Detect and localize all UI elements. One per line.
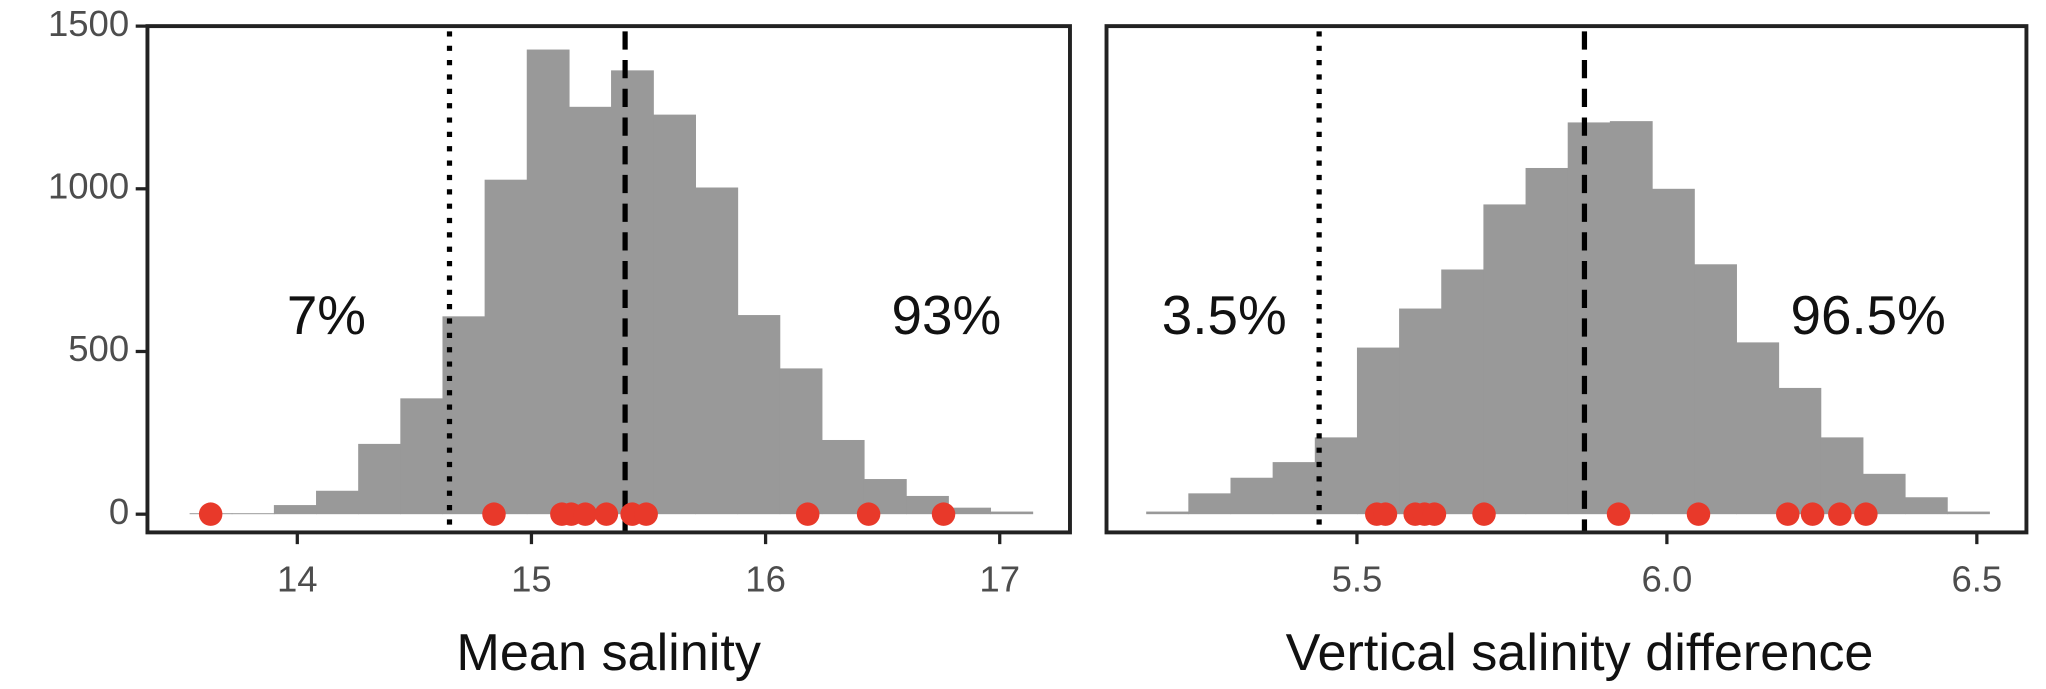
- x-tick-label: 17: [979, 559, 1020, 600]
- histogram-bar: [1272, 462, 1316, 515]
- histogram-bar: [1567, 122, 1611, 515]
- histogram-bar: [695, 187, 739, 515]
- histogram-bar: [1736, 342, 1780, 515]
- data-point: [634, 502, 658, 526]
- data-point: [931, 502, 956, 526]
- histogram-bar: [1441, 269, 1485, 515]
- x-axis-title: Vertical salinity difference: [1286, 624, 1874, 682]
- histogram-bar: [568, 106, 612, 515]
- data-point: [1800, 502, 1825, 526]
- data-point: [198, 502, 223, 526]
- x-tick-label: 16: [745, 559, 786, 600]
- histogram-bar: [273, 505, 317, 515]
- histogram-bar: [231, 513, 275, 515]
- data-point: [594, 502, 619, 526]
- data-point: [1606, 502, 1631, 526]
- y-tick-label: 1500: [48, 3, 129, 44]
- annotation: 7%: [287, 284, 366, 346]
- histogram-bar: [821, 439, 865, 515]
- histogram-bar: [1778, 387, 1822, 515]
- histogram-bar: [484, 179, 528, 515]
- histogram-bar: [1525, 167, 1569, 515]
- plot-frame: [1104, 24, 2029, 535]
- histogram-bar: [611, 70, 654, 515]
- histogram-bar: [779, 368, 823, 515]
- data-point: [1422, 502, 1447, 526]
- histogram-bar: [1314, 437, 1358, 515]
- histogram-bar: [1694, 264, 1737, 515]
- data-point: [1472, 502, 1496, 526]
- data-point: [1776, 502, 1800, 526]
- data-point: [795, 502, 820, 526]
- annotation: 96.5%: [1791, 284, 1946, 346]
- histogram-bar: [1652, 188, 1695, 515]
- histogram-bar: [526, 49, 570, 515]
- histogram-bar: [737, 315, 781, 515]
- plot-frame: [145, 24, 1072, 535]
- x-tick-label: 14: [277, 559, 318, 600]
- y-tick-label: 500: [68, 328, 129, 369]
- histogram-bar: [1904, 497, 1948, 515]
- data-point: [1854, 502, 1878, 526]
- histogram-bar: [948, 507, 992, 515]
- histogram-bar: [358, 443, 401, 515]
- annotation: 93%: [892, 284, 1002, 346]
- x-axis-title: Mean salinity: [456, 624, 761, 682]
- histogram-bar: [1230, 477, 1274, 515]
- data-point: [1373, 502, 1398, 526]
- histogram-bar: [1483, 204, 1527, 515]
- histogram-bar: [1609, 121, 1653, 515]
- x-tick-label: 15: [511, 559, 552, 600]
- y-tick-label: 0: [109, 491, 129, 532]
- data-point: [1828, 502, 1852, 526]
- histogram-bar: [990, 511, 1034, 515]
- data-point: [573, 502, 598, 526]
- histogram-bar: [1820, 437, 1864, 515]
- histogram-bar: [1399, 308, 1442, 515]
- x-tick-label: 6.0: [1642, 559, 1693, 600]
- histogram-bar: [1356, 347, 1400, 515]
- annotation: 3.5%: [1162, 284, 1287, 346]
- histogram-bar: [1146, 511, 1189, 515]
- histogram-bar: [653, 114, 696, 515]
- histogram-bar: [1188, 493, 1232, 515]
- data-point: [1686, 502, 1711, 526]
- data-point: [482, 502, 506, 526]
- histogram-bar: [1947, 511, 1990, 515]
- histogram-bar: [442, 316, 486, 515]
- x-tick-label: 6.5: [1951, 559, 2002, 600]
- x-tick-label: 5.5: [1332, 559, 1383, 600]
- y-tick-label: 1000: [48, 165, 129, 206]
- histogram-bar: [316, 490, 359, 515]
- data-point: [856, 502, 881, 526]
- histogram-bar: [400, 398, 444, 515]
